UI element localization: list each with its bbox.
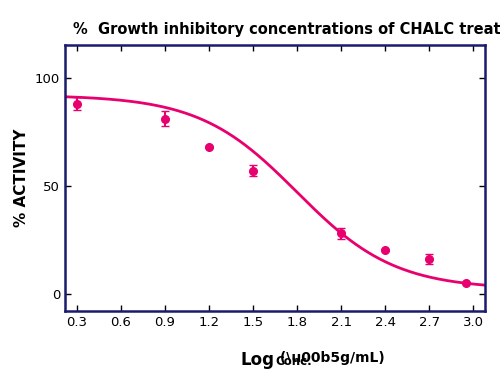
Text: (\u00b5g/mL): (\u00b5g/mL) [275,351,385,365]
Text: Conc.: Conc. [275,355,312,368]
Text: %  Growth inhibitory concentrations of CHALC treatment in T47D: % Growth inhibitory concentrations of CH… [74,22,500,38]
Y-axis label: % ACTIVITY: % ACTIVITY [14,129,30,227]
Text: Log: Log [241,351,275,368]
